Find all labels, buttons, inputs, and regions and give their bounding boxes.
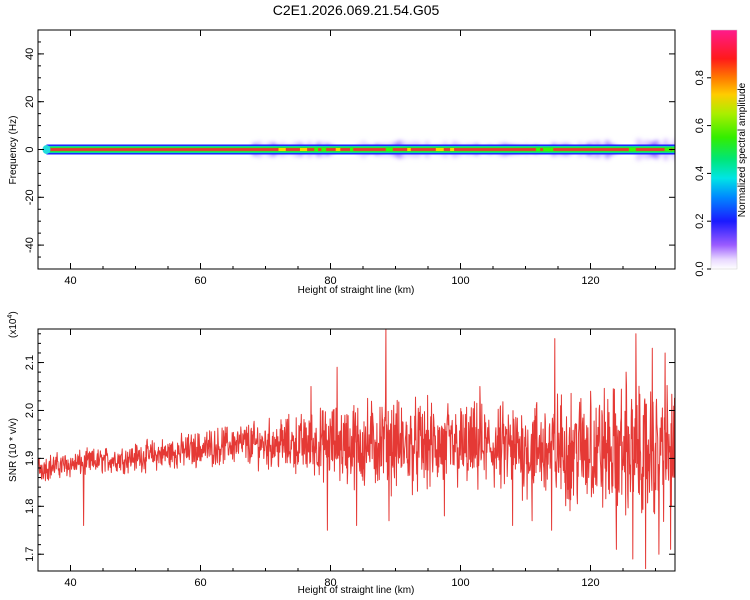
snr-y-tick-label: 1.8 [24,499,36,514]
snr-y-tick-label: 1.9 [24,451,36,466]
snr-panel: 40 60 80 100 120 1.7 1.8 1.9 2.0 2.1 Height of s… [7,311,676,596]
colorbar-tick-label: 0.8 [694,70,706,85]
spectrogram-core-cell [407,148,411,151]
spectrogram-panel: 40 60 80 100 120 40 20 0 -20 -40 Height of strai… [8,29,676,296]
snr-frame [37,328,676,572]
snr-x-tick-label: 40 [64,577,76,589]
snr-x-tick-label: 80 [324,577,336,589]
colorbar-tick-label: 0.4 [694,166,706,181]
snr-y-multiplier-base: (x10 [8,318,19,338]
snr-y-tick-label: 2.1 [24,355,36,370]
spectrogram-core-cell [350,148,354,151]
spectrogram-y-tick-label: -20 [24,189,36,205]
spectrogram-core-cell [314,148,319,151]
colorbar-gradient [711,30,737,269]
colorbar-tick-label: 0.0 [694,261,706,276]
spectrogram-core-cell [664,148,671,151]
spectrogram-y-axis: 40 20 0 -20 -40 [24,29,675,270]
spectrogram-x-tick-label: 100 [451,275,469,287]
colorbar-label: Normalized spectral amplitude [737,82,748,217]
spectrogram-band-start [42,145,51,154]
spectrogram-x-axis: 40 60 80 100 120 [37,30,656,287]
spectrogram-heatmap [42,138,675,161]
spectrogram-band-core [46,148,675,151]
spectrogram-core-cell [550,148,554,151]
spectrogram-core-cell [435,148,444,151]
snr-y-tick-label: 2.0 [24,403,36,418]
colorbar-tick-label: 0.2 [694,214,706,229]
spectrogram-x-label: Height of straight line (km) [298,285,415,296]
spectrogram-x-tick-label: 60 [194,275,206,287]
snr-y-label: SNR (10 * v/v) [8,418,19,482]
snr-x-label: Height of straight line (km) [298,585,415,596]
spectrogram-core-cell [535,148,541,151]
spectrogram-x-tick-label: 40 [64,275,76,287]
spectrogram-y-tick-label: 0 [24,146,36,152]
colorbar-frame [710,29,738,270]
spectrogram-x-tick-label: 80 [324,275,336,287]
snr-y-multiplier-close: ) [8,311,19,314]
spectrogram-y-tick-label: 40 [24,48,36,60]
spectrogram-core-cell [321,148,327,151]
snr-x-tick-label: 100 [451,577,469,589]
spectrogram-core-cell [450,148,455,151]
snr-y-axis: 1.7 1.8 1.9 2.0 2.1 [24,333,675,562]
snr-y-multiplier: (x104) [7,311,19,338]
spectrogram-core-cell [385,148,393,151]
spectrogram-core-cell [335,148,341,151]
spectrogram-y-label: Frequency (Hz) [8,116,19,185]
colorbar-ticks: 0.0 0.2 0.4 0.6 0.8 [694,70,711,277]
spectrogram-y-tick-label: 20 [24,96,36,108]
spectrogram-core-cell [278,148,286,151]
snr-series-line [38,329,675,570]
snr-y-tick-label: 1.7 [24,547,36,562]
snr-y-multiplier-exp: 4 [7,315,14,319]
spectrogram-core-cell [299,148,308,151]
colorbar-tick-label: 0.6 [694,118,706,133]
spectrogram-y-tick-label: -40 [24,237,36,253]
spectrogram-x-tick-label: 120 [581,275,599,287]
snr-x-tick-label: 120 [581,577,599,589]
snr-x-tick-label: 60 [194,577,206,589]
spectrogram-core-cell [543,148,551,151]
chart-title: C2E1.2026.069.21.54.G05 [273,2,440,18]
snr-x-axis: 40 60 80 100 120 [37,329,656,589]
colorbar: 0.0 0.2 0.4 0.6 0.8 Normalized spectral ampl… [694,29,748,277]
spectrogram-core-cell [628,148,636,151]
